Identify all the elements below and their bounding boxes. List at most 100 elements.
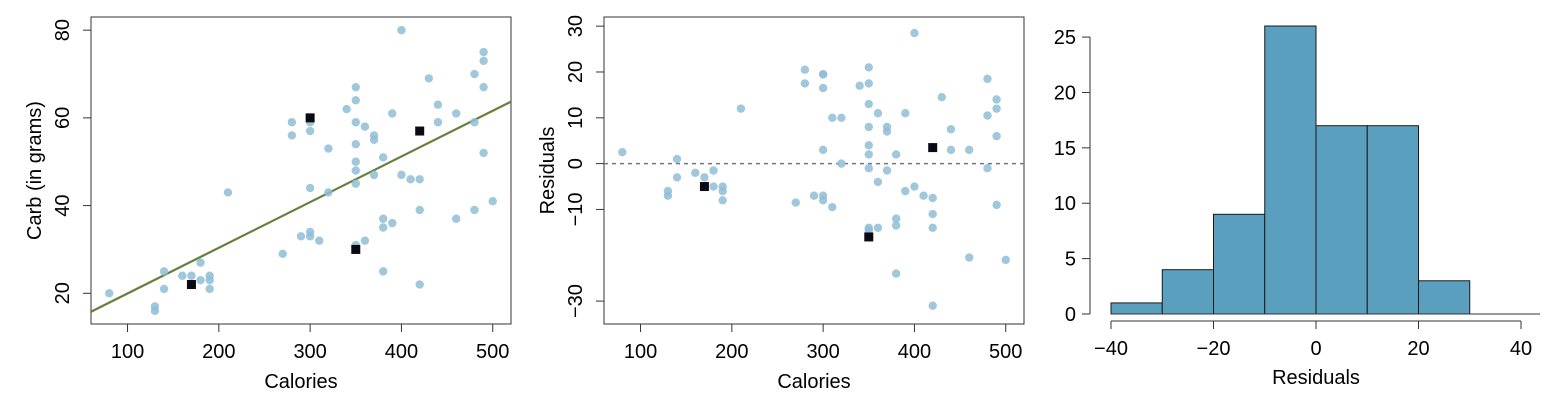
data-point (105, 289, 114, 298)
data-point (736, 104, 746, 113)
data-point (452, 214, 461, 223)
y-tick-label: −10 (565, 192, 587, 226)
data-point (452, 109, 461, 118)
highlighted-point (305, 113, 315, 123)
y-tick-label: 20 (565, 61, 587, 83)
data-point (818, 83, 828, 93)
x-tick-label: 100 (111, 341, 144, 363)
data-point (296, 232, 306, 241)
y-axis-label: Carb (in grams) (24, 101, 46, 240)
x-tick-label: −40 (1094, 338, 1128, 360)
data-point (828, 202, 837, 212)
y-tick-label: 10 (1054, 193, 1076, 215)
data-point (928, 301, 937, 310)
data-point (351, 96, 360, 105)
x-tick-label: 300 (806, 341, 839, 363)
data-point (305, 126, 315, 136)
data-point (983, 111, 992, 120)
data-point (791, 198, 800, 207)
data-point (433, 100, 443, 109)
data-point (882, 122, 892, 132)
data-point (351, 82, 360, 92)
data-point (864, 122, 873, 132)
data-point (278, 249, 287, 259)
x-tick-label: 300 (293, 341, 326, 363)
data-point (205, 271, 214, 280)
data-point (378, 153, 388, 162)
histogram-bar (1110, 302, 1163, 315)
data-point (397, 25, 406, 35)
data-point (397, 170, 406, 180)
highlighted-point (864, 232, 874, 242)
data-point (928, 223, 937, 232)
data-point (882, 166, 892, 175)
data-point (369, 170, 379, 180)
y-tick-label: 10 (565, 107, 587, 129)
data-point (928, 209, 937, 219)
y-tick-label: 60 (52, 107, 74, 129)
data-point (910, 182, 919, 191)
data-point (287, 118, 297, 127)
data-point (800, 79, 810, 88)
data-point (351, 166, 360, 175)
histogram-bar (1315, 125, 1368, 315)
data-point (855, 81, 864, 90)
data-point (479, 47, 488, 57)
data-point (891, 150, 901, 159)
data-point (873, 109, 883, 118)
data-point (488, 197, 497, 206)
data-point (910, 28, 919, 38)
data-point (433, 118, 443, 127)
data-point (470, 69, 479, 79)
data-point (864, 223, 873, 232)
data-point (159, 267, 169, 276)
data-point (360, 236, 370, 245)
x-axis-label: Calories (264, 371, 337, 393)
data-point (187, 271, 196, 280)
data-point (178, 271, 187, 280)
x-tick-label: 100 (624, 341, 657, 363)
data-point (965, 253, 974, 262)
data-point (864, 63, 873, 72)
scatter-carb-vs-calories: 100 200 300 400 500 20 40 60 80 Calories Carb (in … (24, 16, 512, 393)
histogram-bar (1418, 280, 1471, 315)
data-point (150, 302, 160, 311)
data-point (479, 82, 488, 92)
data-point (992, 95, 1001, 104)
y-tick-label: 40 (52, 194, 74, 216)
data-point (864, 79, 873, 88)
data-point (324, 188, 333, 197)
plot-area (91, 25, 511, 316)
data-point (342, 104, 351, 114)
highlighted-point (928, 143, 938, 153)
data-point (378, 267, 388, 276)
data-point (891, 221, 901, 230)
data-point (406, 175, 415, 184)
data-point (818, 191, 828, 200)
x-axis-label: Calories (777, 371, 850, 393)
data-point (470, 205, 479, 215)
data-point (864, 150, 873, 159)
data-point (351, 139, 360, 149)
data-point (424, 74, 434, 83)
data-point (864, 164, 873, 173)
histogram-residuals: −40 −20 0 20 40 Residuals 0 5 10 15 20 25 (1054, 25, 1540, 389)
data-point (351, 157, 360, 166)
y-axis-label: Residuals (537, 127, 559, 215)
y-tick-label: −30 (565, 284, 587, 318)
data-point (305, 227, 315, 237)
data-point (891, 214, 901, 223)
data-point (479, 56, 488, 66)
data-point (809, 191, 819, 200)
data-point (992, 131, 1001, 141)
data-point (919, 191, 928, 200)
data-point (873, 223, 883, 232)
data-point (901, 109, 910, 118)
highlighted-point (699, 182, 709, 192)
y-tick-label: 80 (52, 19, 74, 41)
y-tick-label: 30 (565, 15, 587, 37)
data-point (672, 154, 682, 164)
data-point (205, 284, 214, 294)
data-point (983, 164, 992, 173)
highlighted-point (351, 244, 361, 254)
